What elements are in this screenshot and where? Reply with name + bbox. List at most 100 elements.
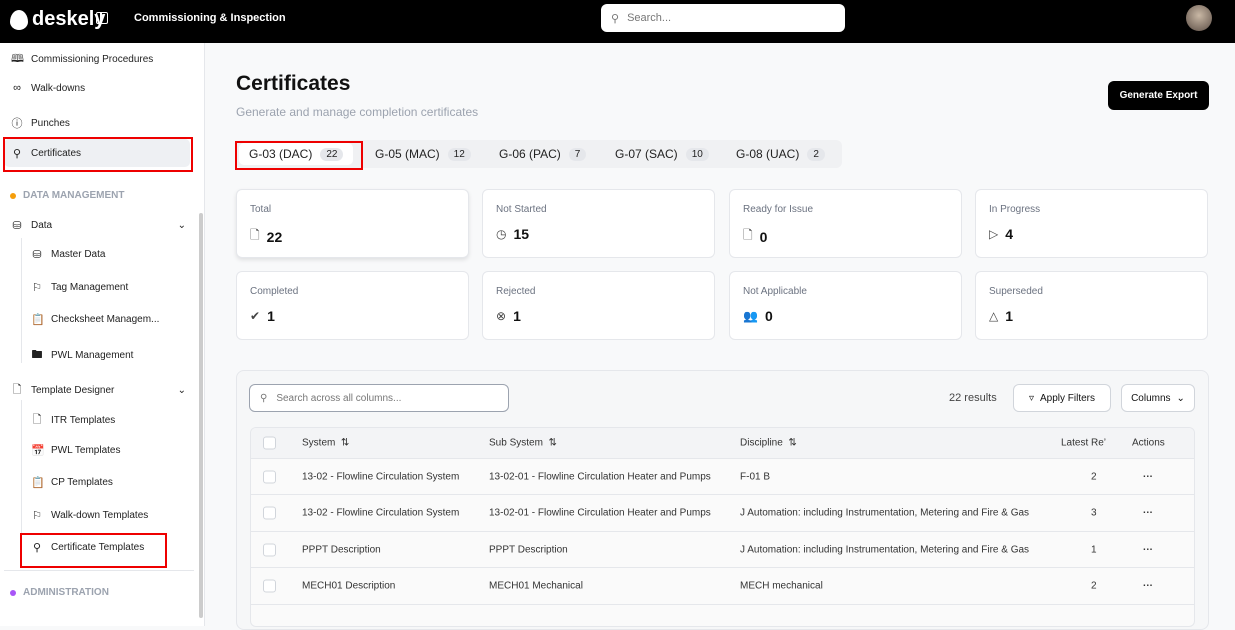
stat-card-completed[interactable]: Completed ✔ 1 bbox=[236, 271, 469, 340]
stat-value: 1 bbox=[267, 308, 275, 324]
row-checkbox[interactable] bbox=[263, 470, 276, 483]
label: PWL Management bbox=[51, 350, 134, 361]
label: ADMINISTRATION bbox=[23, 587, 109, 598]
tab-count: 2 bbox=[807, 147, 825, 161]
table-row[interactable]: MECH01 Description MECH01 Mechanical MEC… bbox=[251, 569, 1194, 605]
sidebar-item-walk-downs[interactable]: ∞ Walk-downs bbox=[11, 82, 85, 94]
tab-label: G-06 (PAC) bbox=[499, 147, 561, 161]
table-header: System ⇅ Sub System ⇅ Discipline ⇅ Lates… bbox=[251, 428, 1194, 459]
label: Master Data bbox=[51, 249, 106, 260]
book-icon: 🕮 bbox=[11, 53, 24, 65]
award-icon: ⚲ bbox=[32, 542, 42, 554]
stat-value: 22 bbox=[266, 228, 283, 245]
tab-g08[interactable]: G-08 (UAC) 2 bbox=[726, 143, 835, 165]
tab-g03[interactable]: G-03 (DAC) 22 bbox=[239, 143, 354, 165]
sidebar-item-pwl-management[interactable]: 🖿 PWL Management bbox=[31, 346, 134, 365]
sidebar-item-cp-templates[interactable]: 📋 CP Templates bbox=[31, 476, 113, 489]
more-actions-icon[interactable]: ··· bbox=[1143, 544, 1153, 555]
label: Certificate Templates bbox=[51, 542, 145, 553]
stat-card-in-progress[interactable]: In Progress ▷ 4 bbox=[975, 189, 1208, 258]
label: Template Designer bbox=[31, 385, 115, 396]
sidebar-scrollbar[interactable] bbox=[199, 213, 203, 618]
file-icon: 🗋 bbox=[12, 384, 22, 396]
sidebar-item-walk-down-templates[interactable]: ⚐ Walk-down Templates bbox=[31, 509, 148, 522]
columns-button[interactable]: Columns ⌄ bbox=[1121, 384, 1195, 412]
more-actions-icon[interactable]: ··· bbox=[1143, 507, 1153, 519]
stat-card-not-applicable[interactable]: Not Applicable 👥 0 bbox=[729, 271, 962, 340]
sidebar-item-data[interactable]: ⛁ Data ⌄ bbox=[11, 219, 186, 232]
label: Walk-down Templates bbox=[51, 510, 149, 521]
stat-value: 4 bbox=[1005, 226, 1014, 242]
tab-g06[interactable]: G-06 (PAC) 7 bbox=[489, 143, 596, 165]
search-placeholder: Search across all columns... bbox=[276, 392, 402, 404]
more-actions-icon[interactable]: ··· bbox=[1143, 580, 1153, 592]
stat-label: Total bbox=[250, 204, 272, 215]
global-search-input[interactable]: ⚲ Search... bbox=[601, 4, 845, 32]
select-all-checkbox[interactable] bbox=[263, 436, 276, 450]
sidebar-item-template-designer[interactable]: 🗋 Template Designer ⌄ bbox=[11, 381, 186, 400]
tab-g07[interactable]: G-07 (SAC) 10 bbox=[605, 143, 719, 165]
sidebar-item-pwl-templates[interactable]: 📅 PWL Templates bbox=[31, 444, 120, 457]
sidebar-item-punches[interactable]: ⓘ Punches bbox=[11, 115, 70, 131]
chevron-down-icon: ⌄ bbox=[177, 385, 186, 396]
apply-filters-button[interactable]: ▿ Apply Filters bbox=[1013, 384, 1111, 412]
tab-g05[interactable]: G-05 (MAC) 12 bbox=[365, 143, 481, 165]
tab-count: 22 bbox=[320, 147, 344, 161]
row-checkbox[interactable] bbox=[263, 506, 276, 520]
search-icon: ⚲ bbox=[611, 12, 620, 25]
stat-value: 1 bbox=[1005, 308, 1014, 324]
logo[interactable]: deskely bbox=[10, 8, 105, 31]
cell-sub-system: 13-02-01 - Flowline Circulation Heater a… bbox=[489, 507, 711, 519]
sidebar: 🕮 Commissioning Procedures ∞ Walk-downs ⓘ P… bbox=[0, 43, 205, 626]
sidebar-item-commissioning-procedures[interactable]: 🕮 Commissioning Procedures bbox=[11, 50, 153, 69]
tab-label: G-05 (MAC) bbox=[375, 147, 440, 161]
table-row[interactable]: 13-02 - Flowline Circulation System 13-0… bbox=[251, 459, 1194, 495]
tab-label: G-07 (SAC) bbox=[615, 147, 678, 161]
section-administration: ADMINISTRATION bbox=[10, 587, 109, 598]
table-row[interactable]: 13-02 - Flowline Circulation System 13-0… bbox=[251, 496, 1194, 532]
cell-discipline: MECH mechanical bbox=[740, 580, 823, 592]
generate-export-button[interactable]: Generate Export bbox=[1108, 81, 1209, 110]
highlight-box bbox=[3, 137, 193, 172]
stat-card-rejected[interactable]: Rejected ⊗ 1 bbox=[482, 271, 715, 340]
tree-line bbox=[21, 400, 22, 565]
more-actions-icon[interactable]: ··· bbox=[1143, 471, 1153, 482]
cell-latest-rev: 2 bbox=[1091, 471, 1097, 482]
chevron-down-icon: ⌄ bbox=[1176, 392, 1185, 404]
stat-card-ready-for-issue[interactable]: Ready for Issue 🗋 0 bbox=[729, 189, 962, 258]
stat-value: 0 bbox=[764, 308, 773, 324]
sidebar-item-certificate-templates[interactable]: ⚲ Certificate Templates bbox=[31, 541, 144, 554]
label: Commissioning Procedures bbox=[31, 54, 154, 65]
row-checkbox[interactable] bbox=[263, 543, 276, 556]
avatar[interactable] bbox=[1186, 5, 1212, 31]
users-icon: 👥 bbox=[743, 309, 758, 323]
label: ITR Templates bbox=[51, 415, 116, 426]
stat-label: In Progress bbox=[989, 204, 1041, 215]
label: Certificates bbox=[31, 148, 82, 159]
col-actions: Actions bbox=[1132, 437, 1165, 449]
table-search-input[interactable]: ⚲ Search across all columns... bbox=[249, 384, 509, 412]
table-row[interactable]: PPPT Description PPPT Description J Auto… bbox=[251, 532, 1194, 568]
sidebar-item-itr-templates[interactable]: 🗋 ITR Templates bbox=[31, 411, 116, 430]
stat-card-superseded[interactable]: Superseded △ 1 bbox=[975, 271, 1208, 340]
col-discipline[interactable]: Discipline ⇅ bbox=[740, 437, 797, 449]
label: CP Templates bbox=[51, 477, 113, 488]
col-sub-system[interactable]: Sub System ⇅ bbox=[489, 437, 557, 449]
results-count: 22 results bbox=[949, 392, 997, 404]
stat-card-not-started[interactable]: Not Started ◷ 15 bbox=[482, 189, 715, 258]
sidebar-toggle-icon[interactable] bbox=[96, 12, 108, 24]
col-system[interactable]: System ⇅ bbox=[302, 437, 350, 449]
sidebar-item-checksheet-management[interactable]: 📋 Checksheet Managem... bbox=[31, 313, 159, 326]
col-latest-rev[interactable]: Latest Re’ bbox=[1061, 437, 1107, 449]
cell-latest-rev: 2 bbox=[1091, 580, 1097, 592]
sidebar-item-certificates[interactable]: ⚲ Certificates bbox=[11, 147, 81, 160]
sidebar-item-tag-management[interactable]: ⚐ Tag Management bbox=[31, 281, 128, 294]
sidebar-item-master-data[interactable]: ⛁ Master Data bbox=[31, 248, 105, 261]
stat-label: Superseded bbox=[989, 286, 1043, 297]
certificates-table: System ⇅ Sub System ⇅ Discipline ⇅ Lates… bbox=[250, 427, 1195, 627]
award-icon: ⚲ bbox=[12, 148, 22, 160]
row-checkbox[interactable] bbox=[263, 579, 276, 593]
search-icon: ⚲ bbox=[260, 392, 268, 404]
cell-sub-system: 13-02-01 - Flowline Circulation Heater a… bbox=[489, 471, 711, 482]
stat-card-total[interactable]: Total 🗋 22 bbox=[236, 189, 469, 258]
